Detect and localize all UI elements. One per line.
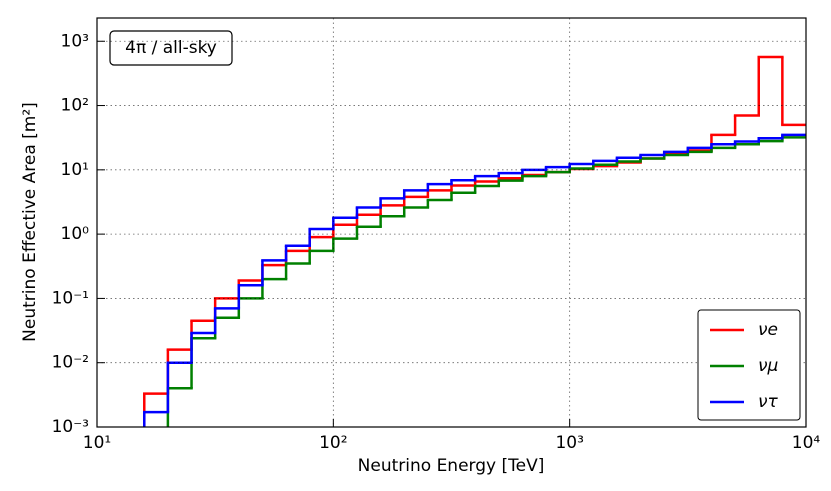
y-tick-label: 10⁻¹: [52, 288, 89, 308]
axes-frame: [96, 17, 807, 428]
x-tick-label: 10²: [319, 433, 347, 453]
y-tick-label: 10⁻³: [52, 417, 89, 437]
plot-area: [143, 55, 806, 427]
y-axis-label: Neutrino Effective Area [m²]: [20, 102, 40, 342]
x-tick-label: 10¹: [83, 433, 111, 453]
annotation-box: [109, 30, 233, 66]
legend-label: νμ: [758, 356, 778, 376]
x-axis-label: Neutrino Energy [TeV]: [358, 456, 545, 476]
annotation: 4π / all-sky: [125, 38, 217, 58]
y-tick-label: 10⁻²: [52, 353, 89, 373]
legend-label: ντ: [758, 392, 778, 412]
y-tick-label: 10⁰: [61, 224, 90, 244]
y-tick-label: 10¹: [61, 160, 89, 180]
y-tick-label: 10²: [61, 96, 89, 116]
x-tick-label: 10⁴: [792, 433, 821, 453]
legend-box: [697, 309, 801, 421]
legend-label: νe: [758, 320, 778, 340]
x-tick-label: 10³: [555, 433, 583, 453]
y-tick-label: 10³: [61, 31, 89, 51]
